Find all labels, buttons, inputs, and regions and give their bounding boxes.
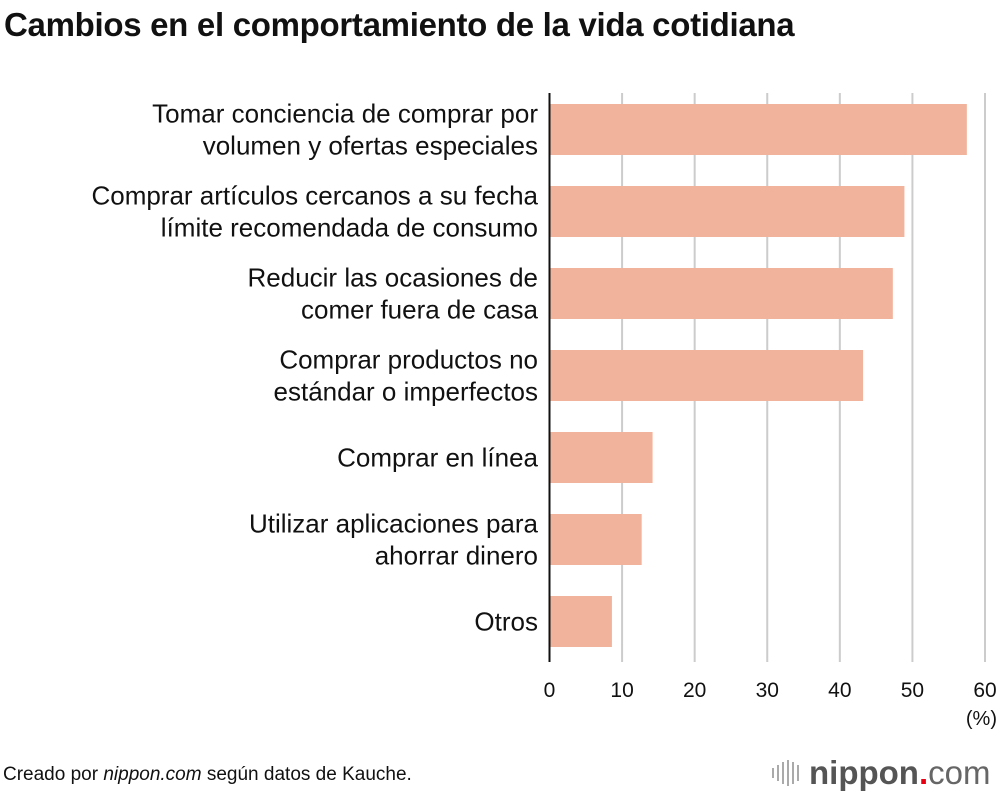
category-label: Tomar conciencia de comprar por — [152, 99, 538, 129]
x-tick-label: 20 — [683, 679, 706, 702]
bar — [549, 104, 967, 155]
category-label: Reducir las ocasiones de — [248, 263, 539, 293]
bar — [549, 350, 864, 401]
x-tick-label: 40 — [828, 679, 851, 702]
category-label: ahorrar dinero — [375, 541, 538, 571]
category-label: límite recomendada de consumo — [161, 213, 538, 243]
bar — [549, 186, 905, 237]
category-label: comer fuera de casa — [301, 295, 539, 325]
category-label: estándar o imperfectos — [274, 377, 538, 407]
chart-title: Cambios en el comportamiento de la vida … — [4, 6, 795, 43]
logo-mark-icon — [772, 760, 799, 786]
category-label: Comprar en línea — [337, 443, 538, 473]
source-note: Creado por nippon.com según datos de Kau… — [3, 764, 412, 786]
x-tick-label: 60 — [973, 679, 996, 702]
bar — [549, 268, 893, 319]
category-label: Comprar productos no — [279, 345, 538, 375]
x-tick-label: 30 — [756, 679, 779, 702]
bar — [549, 596, 612, 647]
x-axis-label: (%) — [966, 708, 997, 730]
source-site: nippon.com — [103, 764, 202, 785]
category-label: Utilizar aplicaciones para — [249, 509, 539, 539]
bar — [549, 432, 653, 483]
source-suffix: según datos de Kauche. — [201, 764, 412, 785]
category-label: volumen y ofertas especiales — [203, 131, 538, 161]
nippon-logo: nippon. com — [772, 754, 990, 792]
source-prefix: Creado por — [3, 764, 104, 785]
category-label: Otros — [474, 607, 538, 637]
x-tick-label: 0 — [544, 679, 556, 702]
bar — [549, 514, 642, 565]
category-label: Comprar artículos cercanos a su fecha — [91, 181, 538, 211]
x-tick-label: 50 — [901, 679, 924, 702]
x-tick-label: 10 — [610, 679, 633, 702]
